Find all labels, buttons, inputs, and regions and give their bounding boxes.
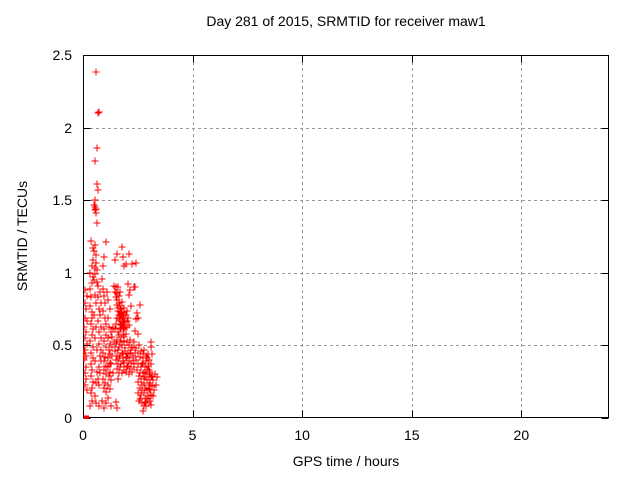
x-tick-label: 15 (403, 427, 420, 443)
x-axis-label: GPS time / hours (292, 453, 400, 469)
y-tick-label: 1 (64, 264, 72, 281)
chart-title: Day 281 of 2015, SRMTID for receiver maw… (206, 13, 486, 29)
x-tick-label: 10 (294, 427, 310, 443)
y-tick-label: 0 (64, 410, 72, 426)
y-tick-label: 2.5 (52, 47, 72, 63)
x-tick-label: 0 (79, 427, 87, 443)
y-tick-label: 2 (64, 119, 72, 136)
scatter-points (83, 68, 161, 415)
y-tick-label: 1.5 (52, 192, 72, 209)
y-tick-label: 0.5 (52, 337, 72, 354)
x-tick-label: 20 (513, 427, 530, 443)
plot-area (83, 55, 609, 419)
origin-square-marker (84, 415, 90, 419)
x-tick-label: 5 (188, 427, 197, 443)
